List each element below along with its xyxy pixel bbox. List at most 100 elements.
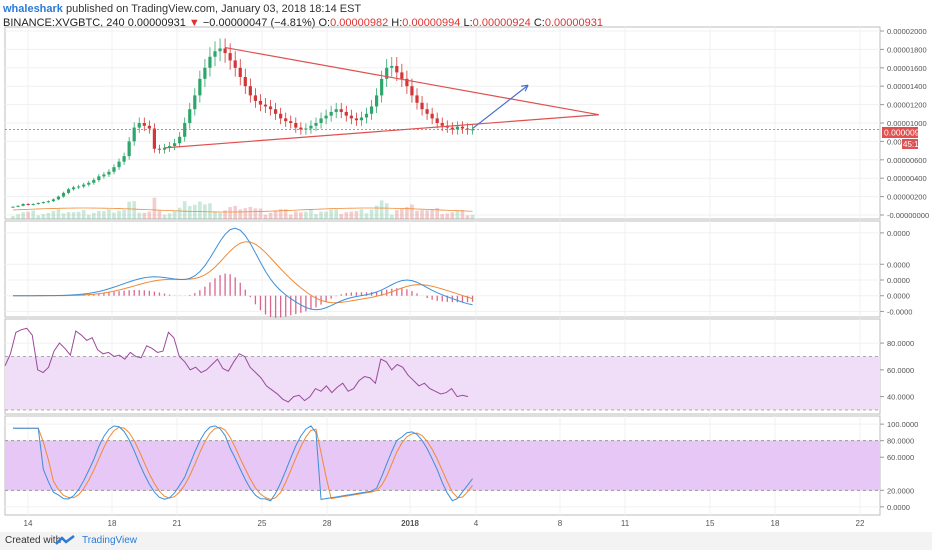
candle-body — [173, 143, 177, 146]
volume-bar — [364, 213, 369, 219]
candle-body — [51, 199, 55, 202]
candle-body — [329, 111, 333, 116]
volume-bar — [213, 212, 217, 219]
x-tick-label: 22 — [856, 519, 865, 528]
candle-body — [390, 65, 394, 68]
candle-body — [228, 53, 232, 61]
x-tick-label: 14 — [24, 519, 33, 528]
volume-bar — [283, 209, 288, 219]
candle-body — [344, 111, 348, 116]
volume-bar — [309, 209, 313, 219]
candle-body — [470, 129, 475, 131]
created-with-label: Created with — [5, 535, 62, 546]
x-axis: 14 18 21 25 28 2018 4 8 11 15 18 22 — [24, 519, 865, 528]
y-tick-label: 0.00001800 — [887, 45, 927, 54]
y-tick-label: 0.0000 — [887, 260, 910, 269]
volume-bar — [97, 210, 101, 219]
candle-body — [132, 127, 136, 142]
volume-bar — [132, 201, 136, 219]
volume-bar — [71, 212, 76, 219]
candle-body — [253, 95, 257, 101]
candle-body — [299, 127, 303, 130]
last-price-badge: 0.00000931 — [884, 128, 929, 138]
y-tick-label: 0.00002000 — [887, 27, 927, 36]
volume-bar — [31, 210, 35, 219]
candle-body — [440, 123, 444, 126]
candle-body — [364, 113, 369, 118]
stoch-d-line — [13, 426, 473, 501]
candle-body — [339, 109, 343, 112]
y-tick-label: 100.0000 — [887, 420, 918, 429]
volume-bar — [142, 212, 147, 219]
volume-bar — [268, 212, 273, 219]
volume-bar — [263, 214, 268, 219]
pane-2-frame — [4, 220, 881, 318]
candle-body — [284, 118, 288, 122]
ohlc-close-label: C: — [533, 17, 545, 29]
candle-body — [395, 65, 399, 73]
volume-bar — [334, 209, 338, 219]
candle-body — [137, 123, 141, 128]
volume-bar — [162, 214, 167, 219]
candle-body — [268, 106, 273, 110]
candle-body — [258, 100, 263, 105]
volume-bar — [223, 210, 227, 219]
volume-bar — [400, 208, 404, 219]
volume-bar — [41, 214, 46, 219]
volume-bar — [238, 209, 243, 219]
ohlc-high-label: H: — [391, 17, 403, 29]
candle-body — [450, 127, 454, 130]
volume-bar — [395, 210, 399, 219]
macd-pane[interactable] — [12, 227, 474, 318]
x-tick-label: 11 — [621, 519, 630, 528]
candle-body — [193, 95, 197, 110]
volume-bar — [374, 205, 379, 219]
volume-bar — [445, 213, 450, 219]
y-tick-label: 0.00001600 — [887, 64, 927, 73]
y-tick-label: -0.00000000 — [887, 211, 929, 220]
volume-bar — [102, 211, 106, 219]
candle-body — [233, 60, 237, 68]
x-tick-label: 25 — [258, 519, 267, 528]
candle-body — [178, 136, 182, 144]
y-tick-label: 0.00000400 — [887, 174, 927, 183]
candle-body — [415, 95, 419, 103]
x-tick-label: 28 — [323, 519, 332, 528]
candle-body — [359, 117, 364, 121]
candle-body — [162, 147, 167, 150]
volume-bar — [21, 212, 25, 219]
y-tick-label: 0.00001400 — [887, 82, 927, 91]
candle-body — [354, 118, 358, 121]
projection-arrowhead — [521, 84, 529, 92]
y-tick-label: 0.0000 — [887, 276, 910, 285]
volume-bar — [435, 207, 439, 219]
stochastic-pane[interactable] — [5, 425, 880, 502]
last-price-badge-bg — [882, 127, 918, 138]
footer-bar: Created with TradingView — [0, 532, 932, 550]
volume-bar — [117, 210, 121, 219]
rsi-band — [5, 356, 880, 410]
volume-bar — [112, 212, 116, 219]
rsi-pane[interactable] — [4, 327, 880, 411]
volume-bar — [208, 203, 212, 219]
volume-bar — [182, 201, 187, 219]
price-change: −0.00000047 (−4.81%) — [202, 17, 316, 29]
y-tick-label: 80.0000 — [887, 437, 914, 446]
publisher-name[interactable]: whaleshark — [3, 3, 63, 15]
candle-body — [77, 186, 81, 188]
candle-body — [243, 77, 247, 87]
y-tick-label: 0.0000 — [887, 229, 910, 238]
candle-body — [21, 203, 25, 206]
price-pane[interactable] — [5, 38, 880, 219]
volume-bar — [56, 209, 61, 219]
candle-body — [314, 123, 318, 126]
y-tick-label: 60.0000 — [887, 366, 914, 375]
candle-body — [152, 128, 156, 149]
candle-body — [309, 125, 313, 129]
candle-body — [319, 118, 323, 123]
candle-body — [410, 86, 414, 96]
volume-bar — [339, 214, 344, 219]
volume-bar — [405, 207, 409, 219]
tradingview-brand[interactable]: TradingView — [82, 535, 138, 546]
